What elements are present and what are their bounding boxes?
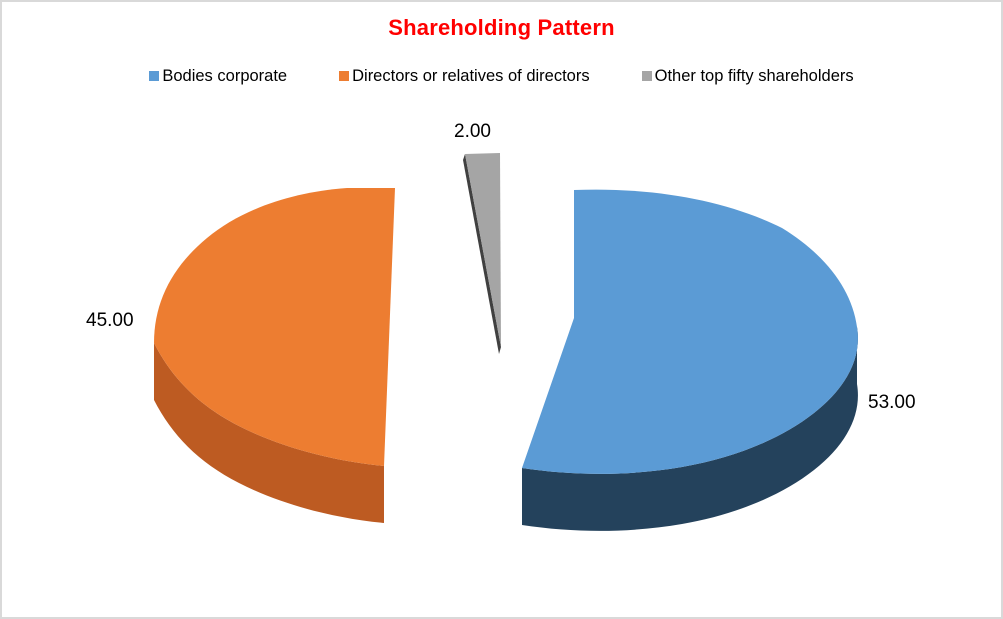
data-label-directors: 45.00 [86,310,134,331]
pie-slice-orange-side [154,343,384,523]
chart-legend: Bodies corporate Directors or relatives … [2,65,1001,87]
legend-item-other-top-fifty[interactable]: Other top fifty shareholders [641,66,854,85]
legend-square-icon [339,71,350,81]
legend-item-directors-or-relatives[interactable]: Directors or relatives of directors [339,68,590,85]
pie-slice-gray-side [463,154,501,354]
legend-square-icon [149,71,160,81]
data-label-bodies-corporate: 53.00 [868,392,916,413]
legend-item-label: Other top fifty shareholders [654,66,854,85]
chart-title: Shareholding Pattern [388,15,615,40]
pie-slice-other-top-fifty[interactable] [463,153,501,354]
pie-slice-bodies-corporate[interactable] [522,189,858,531]
pie-slice-directors-or-relatives[interactable] [154,188,395,523]
legend-square-icon [641,71,652,81]
pie-slice-blue-top [522,189,858,474]
legend-item-label: Bodies corporate [162,66,288,85]
data-label-other-top-fifty: 2.00 [454,121,491,142]
legend-item-label: Directors or relatives of directors [352,66,590,85]
pie-slice-gray-top [465,153,501,347]
pie-slice-orange-top [154,188,395,466]
pie-slice-blue-side [522,327,858,531]
legend-item-bodies-corporate[interactable]: Bodies corporate [149,68,287,85]
